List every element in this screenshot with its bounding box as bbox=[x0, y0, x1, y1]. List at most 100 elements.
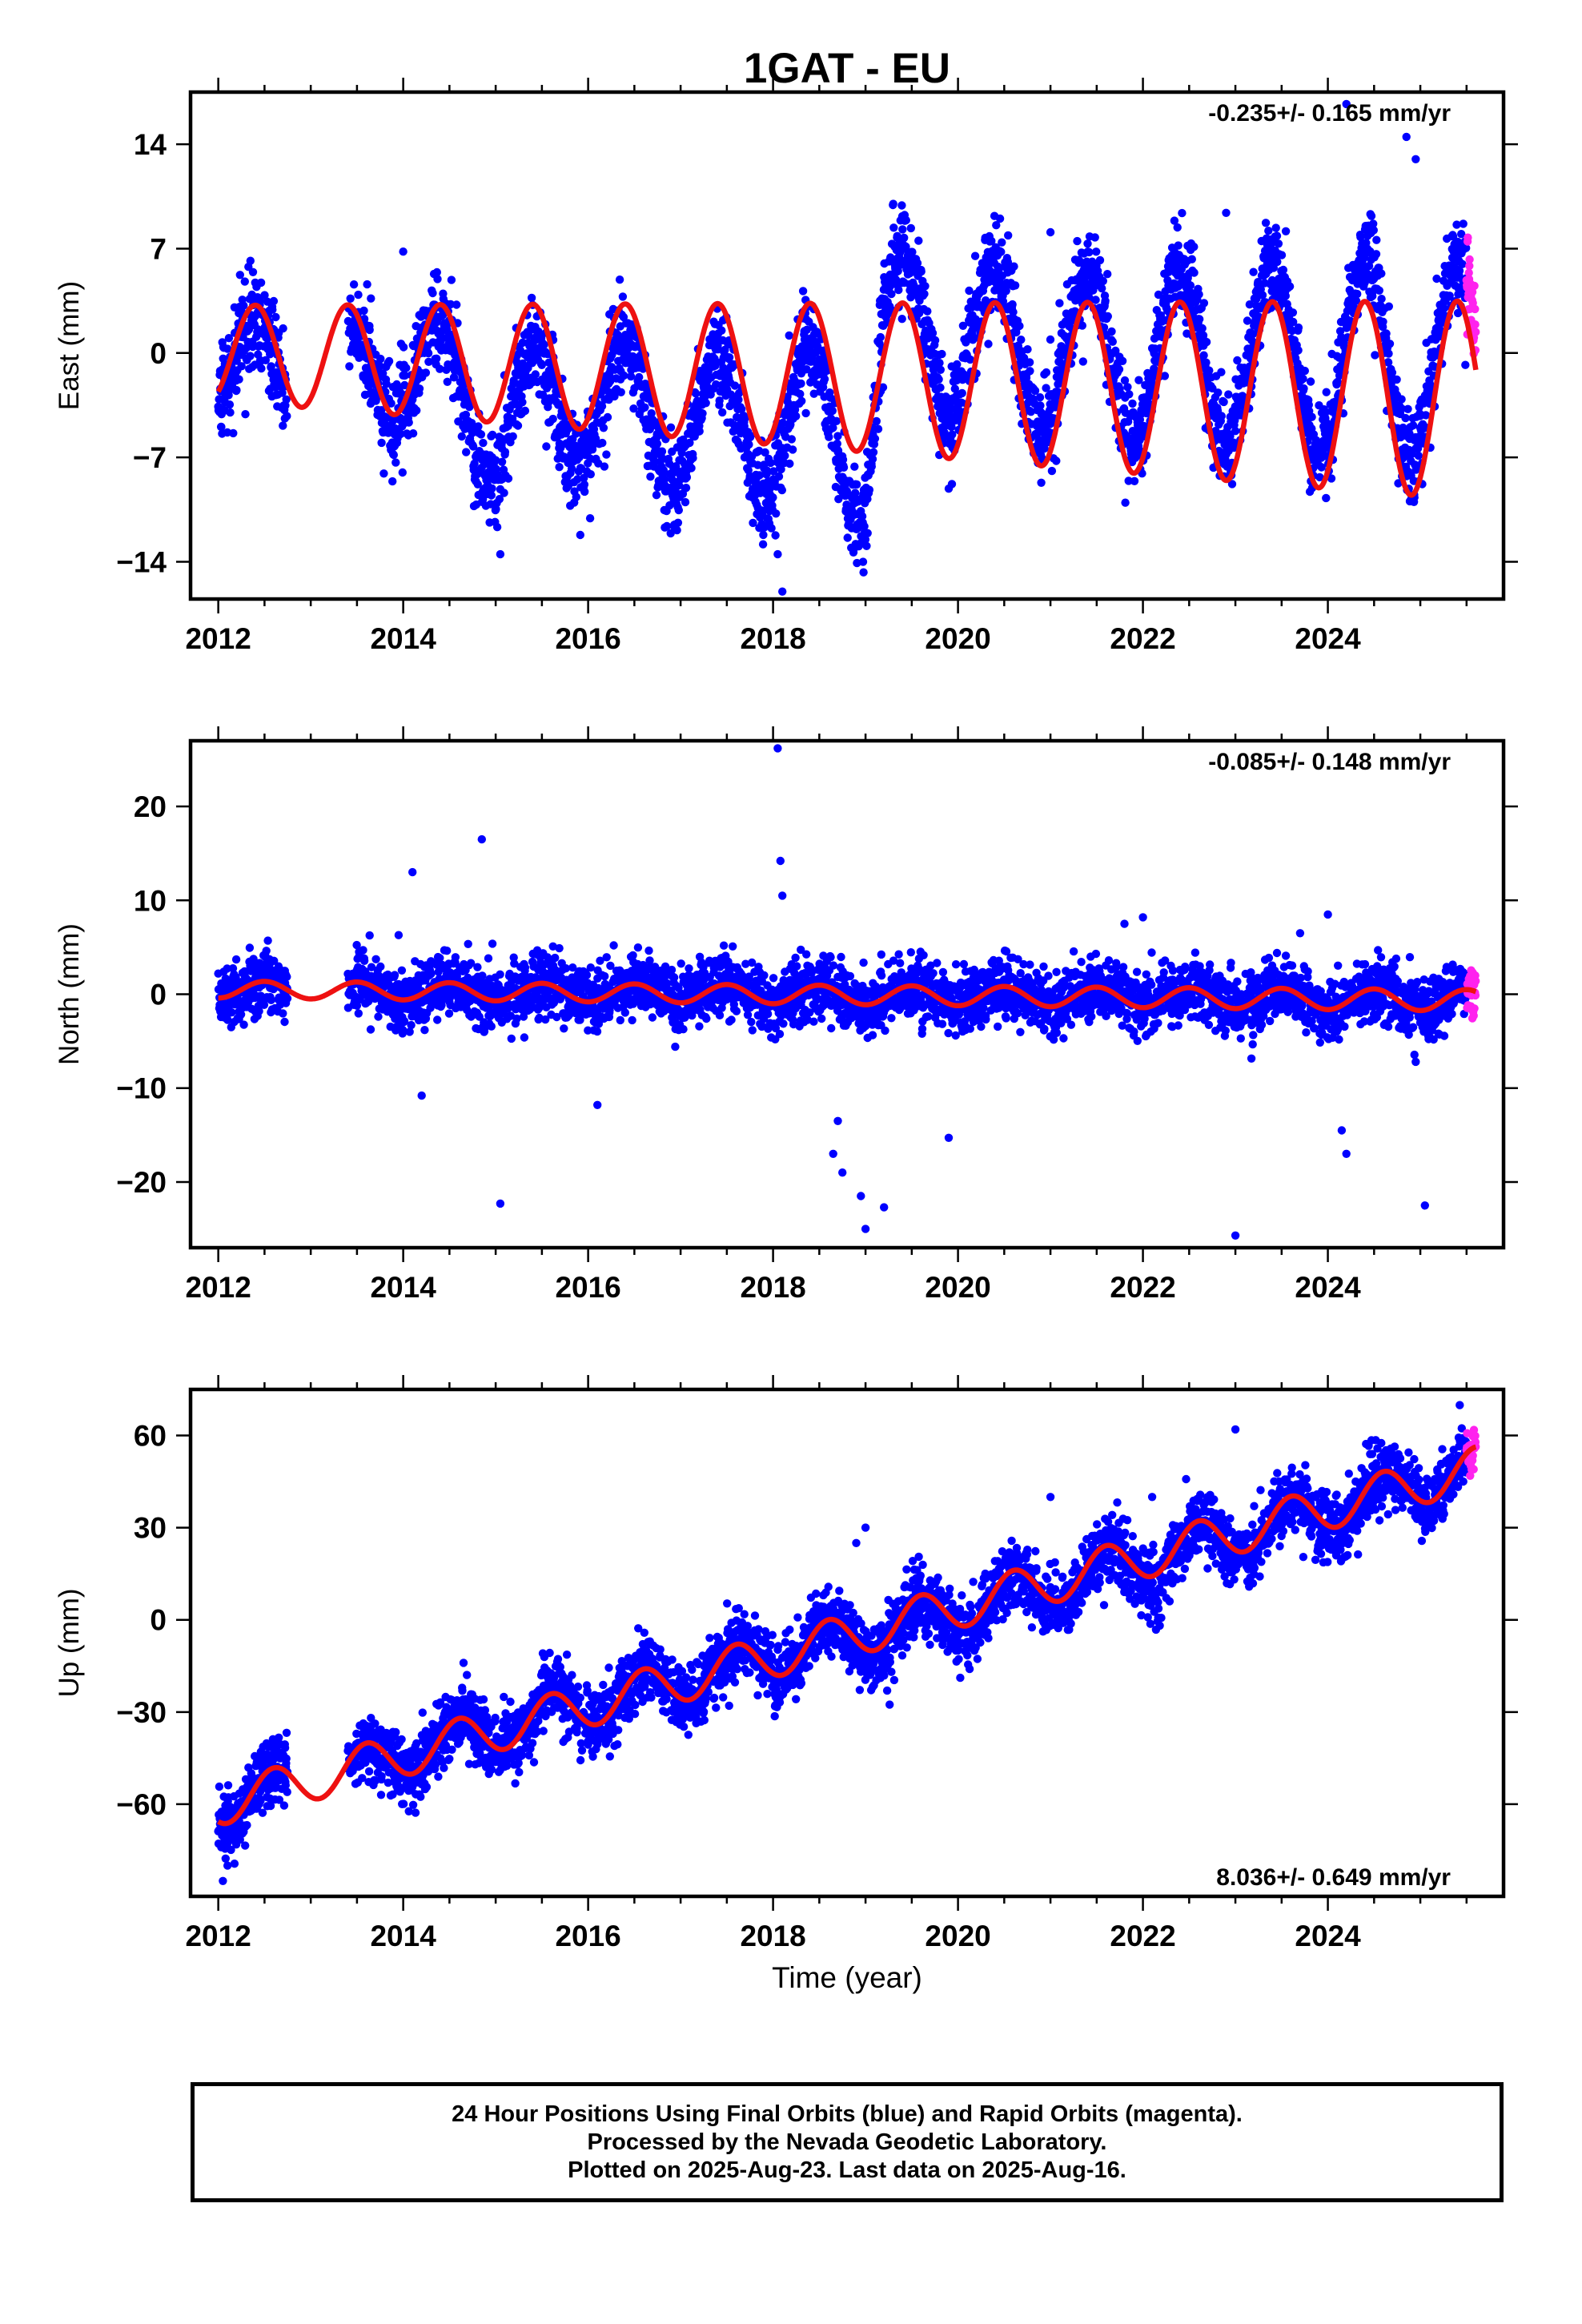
east-final-point bbox=[873, 424, 883, 433]
north-final-point bbox=[255, 1007, 263, 1015]
east-final-point bbox=[635, 372, 644, 382]
east-axis-label: East (mm) bbox=[54, 281, 85, 410]
east-final-point bbox=[666, 423, 676, 432]
east-final-point bbox=[762, 466, 772, 475]
east-final-point bbox=[256, 278, 266, 287]
east-final-point bbox=[1195, 290, 1203, 299]
east-final-point bbox=[1248, 329, 1258, 339]
east-final-point bbox=[1458, 259, 1467, 268]
east-final-point bbox=[935, 359, 944, 368]
north-final-point bbox=[496, 970, 504, 979]
east-final-point bbox=[1219, 397, 1228, 407]
east-final-point bbox=[1359, 253, 1369, 262]
east-final-point bbox=[1249, 267, 1258, 276]
east-final-point bbox=[753, 460, 762, 469]
east-final-point bbox=[1085, 247, 1094, 257]
north-final-point bbox=[488, 939, 497, 948]
north-final-point bbox=[443, 947, 452, 955]
east-final-point bbox=[1281, 292, 1291, 300]
east-final-point bbox=[1114, 365, 1124, 374]
east-final-point bbox=[540, 340, 548, 349]
north-final-point bbox=[283, 994, 292, 1003]
east-final-point bbox=[1306, 377, 1315, 386]
east-final-point bbox=[487, 491, 496, 500]
east-xtick-label: 2018 bbox=[740, 622, 805, 655]
east-final-point bbox=[367, 294, 375, 303]
east-final-point bbox=[829, 424, 837, 432]
east-outlier-point bbox=[773, 549, 782, 559]
east-final-point bbox=[1134, 376, 1143, 384]
east-final-point bbox=[1101, 296, 1110, 305]
north-final-point bbox=[223, 964, 231, 973]
east-final-point bbox=[868, 455, 877, 464]
east-final-point bbox=[897, 201, 906, 210]
north-final-point bbox=[582, 971, 592, 979]
east-final-point bbox=[771, 531, 780, 540]
east-rapid-point bbox=[1465, 255, 1474, 264]
east-final-point bbox=[1377, 295, 1386, 304]
east-final-point bbox=[1042, 384, 1050, 392]
east-final-point bbox=[660, 475, 669, 484]
east-final-point bbox=[424, 348, 433, 358]
east-final-point bbox=[833, 432, 842, 440]
east-final-point bbox=[1130, 476, 1139, 485]
east-final-point bbox=[938, 349, 946, 359]
east-final-point bbox=[1037, 478, 1046, 487]
east-rapid-point bbox=[1464, 268, 1473, 277]
north-final-point bbox=[280, 1017, 289, 1027]
north-final-point bbox=[262, 947, 271, 955]
east-final-point bbox=[901, 215, 911, 225]
north-final-point bbox=[484, 954, 493, 963]
east-final-point bbox=[734, 395, 743, 404]
east-final-point bbox=[1371, 250, 1381, 259]
east-final-point bbox=[1121, 498, 1130, 507]
east-model-curve bbox=[215, 298, 1479, 498]
east-final-point bbox=[602, 450, 611, 459]
east-final-point bbox=[1269, 263, 1279, 272]
east-final-point bbox=[769, 493, 777, 502]
east-final-point bbox=[725, 353, 734, 362]
east-final-point bbox=[893, 267, 902, 275]
east-final-point bbox=[774, 472, 784, 481]
east-final-point bbox=[229, 428, 238, 438]
east-final-point bbox=[1092, 247, 1101, 256]
east-final-point bbox=[958, 388, 966, 398]
east-final-point bbox=[761, 448, 769, 457]
east-final-point bbox=[1375, 286, 1384, 295]
east-final-point bbox=[1252, 294, 1261, 304]
east-final-point bbox=[1226, 432, 1235, 440]
east-final-point bbox=[237, 362, 246, 371]
east-final-point bbox=[1401, 413, 1410, 423]
east-final-point bbox=[1199, 331, 1208, 340]
east-final-point bbox=[1294, 323, 1303, 332]
north-final-point bbox=[365, 931, 374, 940]
east-xtick-label: 2012 bbox=[185, 622, 251, 655]
east-final-point bbox=[674, 505, 683, 515]
east-final-point bbox=[620, 371, 628, 380]
east-final-point bbox=[1414, 451, 1423, 460]
east-final-point bbox=[797, 379, 805, 388]
east-final-point bbox=[1170, 216, 1179, 225]
east-final-point bbox=[470, 459, 479, 468]
north-panel: 2012 2014 2016 2018 2020 2022 2024−20−1001020 … bbox=[54, 726, 1518, 1304]
east-final-point bbox=[1287, 326, 1297, 336]
east-final-point bbox=[363, 279, 371, 289]
east-final-point bbox=[1008, 300, 1017, 309]
east-ytick-label: 14 bbox=[134, 128, 167, 161]
east-final-point bbox=[659, 465, 668, 475]
east-final-point bbox=[1233, 356, 1242, 365]
east-final-point bbox=[400, 371, 409, 380]
east-rapid-point bbox=[1465, 261, 1474, 271]
east-ytick-label: −7 bbox=[133, 441, 167, 474]
east-final-point bbox=[1452, 220, 1461, 229]
north-final-point bbox=[390, 971, 400, 979]
east-final-point bbox=[950, 384, 960, 393]
east-rapid-point bbox=[1472, 328, 1480, 336]
east-final-point bbox=[1231, 427, 1240, 436]
east-final-point bbox=[908, 247, 917, 256]
east-final-point bbox=[497, 457, 507, 466]
north-final-point bbox=[223, 1015, 232, 1024]
east-final-point bbox=[1392, 375, 1401, 384]
east-final-point bbox=[384, 356, 394, 366]
east-final-point bbox=[279, 421, 287, 430]
